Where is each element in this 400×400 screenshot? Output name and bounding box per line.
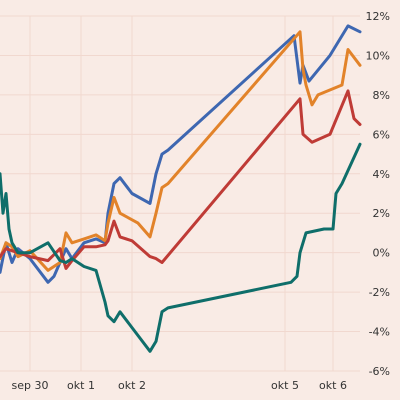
y-tick-label: 12% <box>366 10 390 23</box>
x-tick-label: okt 6 <box>319 379 347 392</box>
x-tick-label: okt 5 <box>271 379 299 392</box>
series-line-2 <box>0 30 362 272</box>
x-tick-label: okt 1 <box>67 379 95 392</box>
y-tick-label: 2% <box>373 207 390 220</box>
series-line-3 <box>0 89 362 270</box>
x-axis: sep 30 okt 1 okt 2 okt 5 okt 6 <box>12 379 347 392</box>
y-axis: -6% -4% -2% 0% 2% 4% 6% 8% 10% 12% <box>366 10 390 378</box>
y-tick-label: -6% <box>369 365 390 378</box>
series-line-1 <box>0 24 362 284</box>
series-group <box>0 24 362 353</box>
y-tick-label: -2% <box>369 286 390 299</box>
series-line-4 <box>0 142 362 353</box>
y-tick-label: 6% <box>373 128 390 141</box>
y-tick-label: -4% <box>369 326 390 339</box>
y-tick-label: 10% <box>366 49 390 62</box>
y-tick-label: 8% <box>373 89 390 102</box>
y-tick-label: 4% <box>373 168 390 181</box>
y-tick-label: 0% <box>373 247 390 260</box>
x-tick-label: sep 30 <box>12 379 49 392</box>
x-tick-label: okt 2 <box>118 379 146 392</box>
